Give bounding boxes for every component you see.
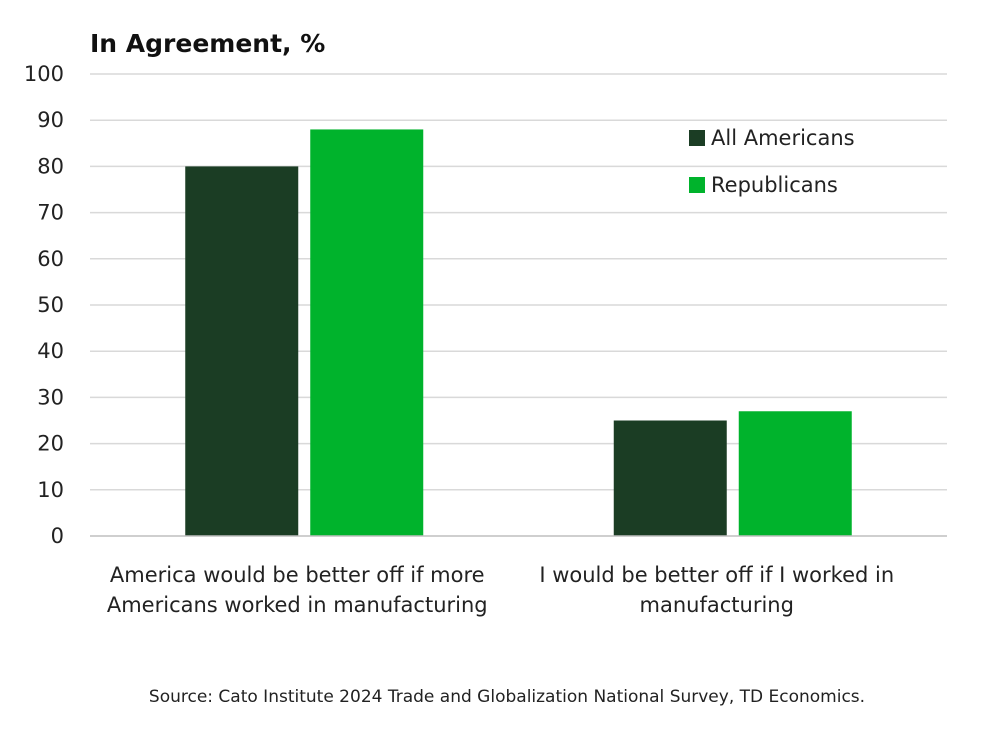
category-label: America would be better off if more Ameri…: [107, 563, 488, 617]
legend-swatch: [689, 177, 705, 193]
category-label-line: manufacturing: [640, 593, 794, 617]
bar-republicans-1: [310, 129, 424, 536]
y-tick-label: 80: [37, 154, 64, 178]
y-tick-label: 90: [37, 108, 64, 132]
y-tick-label: 30: [37, 385, 64, 409]
bar-republicans-2: [738, 411, 852, 536]
category-label-line: Americans worked in manufacturing: [107, 593, 488, 617]
y-tick-label: 70: [37, 201, 64, 225]
legend-swatch: [689, 130, 705, 146]
category-label-line: I would be better off if I worked in: [539, 563, 894, 587]
y-tick-label: 60: [37, 247, 64, 271]
y-tick-label: 40: [37, 339, 64, 363]
source-note: Source: Cato Institute 2024 Trade and Gl…: [149, 687, 865, 707]
legend-label: Republicans: [711, 173, 838, 197]
y-tick-label: 10: [37, 478, 64, 502]
chart-title: In Agreement, %: [90, 29, 325, 58]
y-tick-label: 50: [37, 293, 64, 317]
category-label-line: America would be better off if more: [110, 563, 485, 587]
category-labels: America would be better off if more Ameri…: [107, 563, 894, 617]
category-label: I would be better off if I worked in manu…: [539, 563, 894, 617]
y-tick-label: 0: [51, 524, 64, 548]
y-tick-label: 20: [37, 432, 64, 456]
y-axis-ticks: 0 10 20 30 40 50 60 70 80 90 100: [24, 62, 64, 548]
legend: All Americans Republicans: [689, 126, 855, 197]
bar-all-americans-2: [613, 420, 727, 536]
y-tick-label: 100: [24, 62, 64, 86]
bar-all-americans-1: [185, 166, 299, 536]
legend-label: All Americans: [711, 126, 855, 150]
bars: [185, 129, 852, 536]
